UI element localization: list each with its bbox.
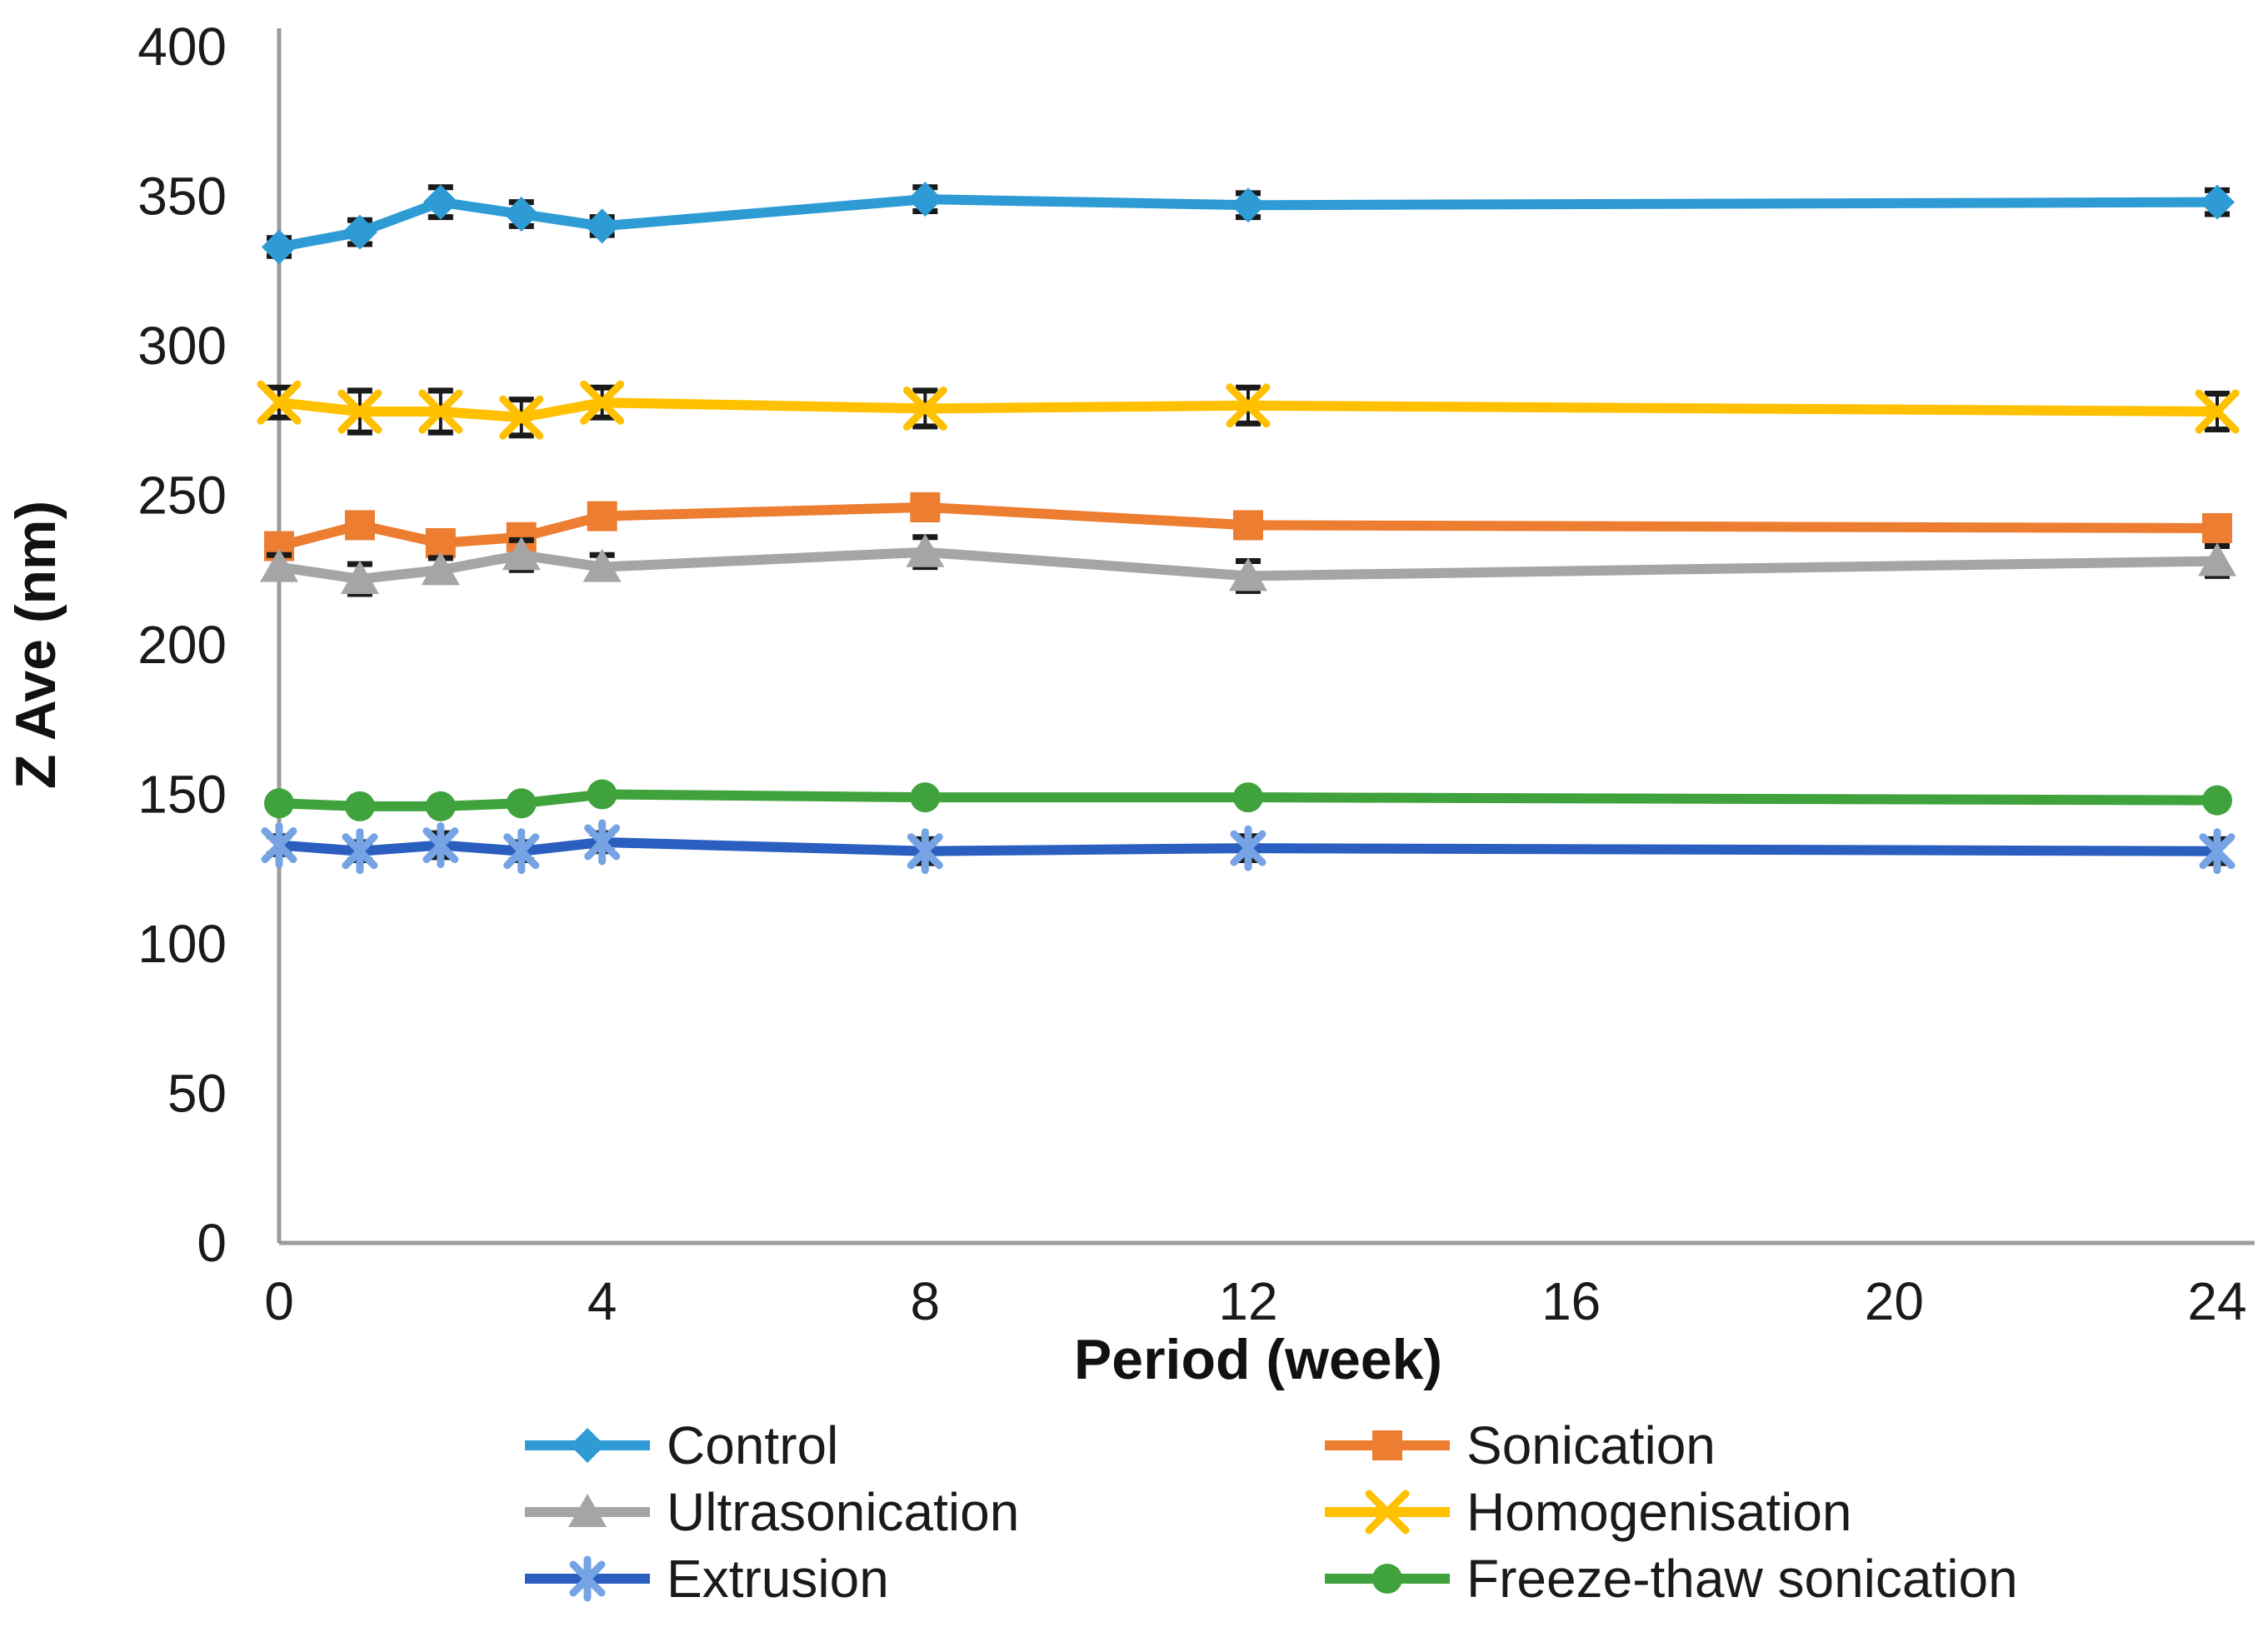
x-marker <box>1365 1490 1410 1535</box>
asterisk-marker <box>569 1555 606 1602</box>
legend-label: Freeze-thaw sonication <box>1466 1549 2018 1609</box>
legend-item-control: Control <box>525 1415 838 1475</box>
y-tick-label: 150 <box>137 765 227 825</box>
triangle-marker <box>906 533 945 567</box>
diamond-marker <box>570 1428 605 1463</box>
square-marker <box>910 492 941 522</box>
series-line <box>274 194 2222 252</box>
y-tick-label: 400 <box>137 17 227 77</box>
triangle-marker <box>1229 557 1267 591</box>
series-control <box>262 182 2235 265</box>
diamond-marker <box>342 214 377 250</box>
y-tick-label: 100 <box>137 914 227 974</box>
diamond-marker <box>907 182 943 217</box>
circle-marker <box>2202 785 2232 816</box>
asterisk-marker <box>2199 828 2236 875</box>
legend-label: Ultrasonication <box>667 1482 1019 1542</box>
y-tick-label: 50 <box>167 1064 227 1124</box>
series-line <box>274 546 2222 585</box>
triangle-marker <box>2198 542 2236 576</box>
y-axis-title: Z Ave (nm) <box>4 501 67 789</box>
legend-label: Homogenisation <box>1466 1482 1852 1542</box>
y-tick-label: 300 <box>137 316 227 376</box>
legend-item-homogenisation: Homogenisation <box>1325 1482 1852 1542</box>
series-ultrasonication <box>260 533 2236 597</box>
y-tick-label: 350 <box>137 167 227 227</box>
legend-item-ultrasonication: Ultrasonication <box>525 1482 1019 1542</box>
x-tick-label: 16 <box>1541 1271 1601 1331</box>
series-sonication <box>264 492 2232 561</box>
chart-legend: Control Ultrasonication Extrusion Sonicatio… <box>525 1415 2018 1609</box>
y-tick-label: 200 <box>137 615 227 675</box>
triangle-marker <box>582 548 622 582</box>
y-tick-label: 250 <box>137 466 227 526</box>
x-marker <box>2195 389 2240 434</box>
x-axis-title: Period (week) <box>1074 1328 1442 1391</box>
x-tick-label: 4 <box>587 1271 617 1331</box>
legend-label: Extrusion <box>667 1549 889 1609</box>
triangle-marker <box>502 537 541 571</box>
triangle-marker <box>260 548 298 582</box>
series-freeze-thaw-sonication <box>264 779 2232 821</box>
circle-marker <box>264 788 294 819</box>
x-tick-label: 0 <box>264 1271 294 1331</box>
x-tick-label: 20 <box>1865 1271 1924 1331</box>
triangle-marker <box>568 1494 607 1527</box>
legend-item-freeze-thaw-sonication: Freeze-thaw sonication <box>1325 1549 2018 1609</box>
legend-item-sonication: Sonication <box>1325 1415 1716 1475</box>
diamond-marker <box>262 229 297 265</box>
circle-marker <box>910 782 941 813</box>
legend-item-extrusion: Extrusion <box>525 1549 889 1609</box>
circle-marker <box>344 791 375 821</box>
series-homogenisation <box>257 380 2240 440</box>
x-marker <box>902 386 947 431</box>
asterisk-marker <box>907 828 943 875</box>
asterisk-marker <box>503 828 540 875</box>
diamond-marker <box>584 208 620 244</box>
series-line <box>274 836 2222 856</box>
circle-marker <box>1233 782 1263 813</box>
plot-area: 0 50 100 150 200 250 300 350 400 0 4 8 12 16 20 24 <box>137 17 2255 1331</box>
x-marker <box>418 389 463 434</box>
diamond-marker <box>1231 187 1266 223</box>
square-marker <box>587 501 617 532</box>
square-marker <box>1233 510 1263 541</box>
square-marker <box>1372 1430 1402 1460</box>
circle-marker <box>425 791 456 821</box>
triangle-marker <box>340 561 379 595</box>
diamond-marker <box>2200 184 2235 220</box>
asterisk-marker <box>342 828 378 875</box>
x-tick-label: 8 <box>911 1271 941 1331</box>
asterisk-marker <box>584 819 621 866</box>
series-extrusion <box>261 819 2236 875</box>
square-marker <box>344 510 375 541</box>
x-marker <box>337 389 382 434</box>
circle-marker <box>1372 1564 1402 1594</box>
asterisk-marker <box>261 822 297 869</box>
series-line <box>274 397 2222 423</box>
x-tick-label: 24 <box>2187 1271 2246 1331</box>
diamond-marker <box>503 197 539 232</box>
x-marker <box>499 395 544 440</box>
x-marker <box>580 380 625 425</box>
circle-marker <box>506 788 537 819</box>
legend-label: Control <box>667 1415 838 1475</box>
y-tick-label: 0 <box>197 1213 227 1273</box>
diamond-marker <box>422 184 458 220</box>
triangle-marker <box>421 551 460 586</box>
x-tick-label: 12 <box>1218 1271 1277 1331</box>
legend-label: Sonication <box>1466 1415 1716 1475</box>
x-marker <box>257 380 302 425</box>
asterisk-marker <box>1230 825 1266 871</box>
square-marker <box>2202 512 2232 543</box>
x-marker <box>1226 383 1271 428</box>
circle-marker <box>587 779 617 810</box>
asterisk-marker <box>422 822 459 869</box>
